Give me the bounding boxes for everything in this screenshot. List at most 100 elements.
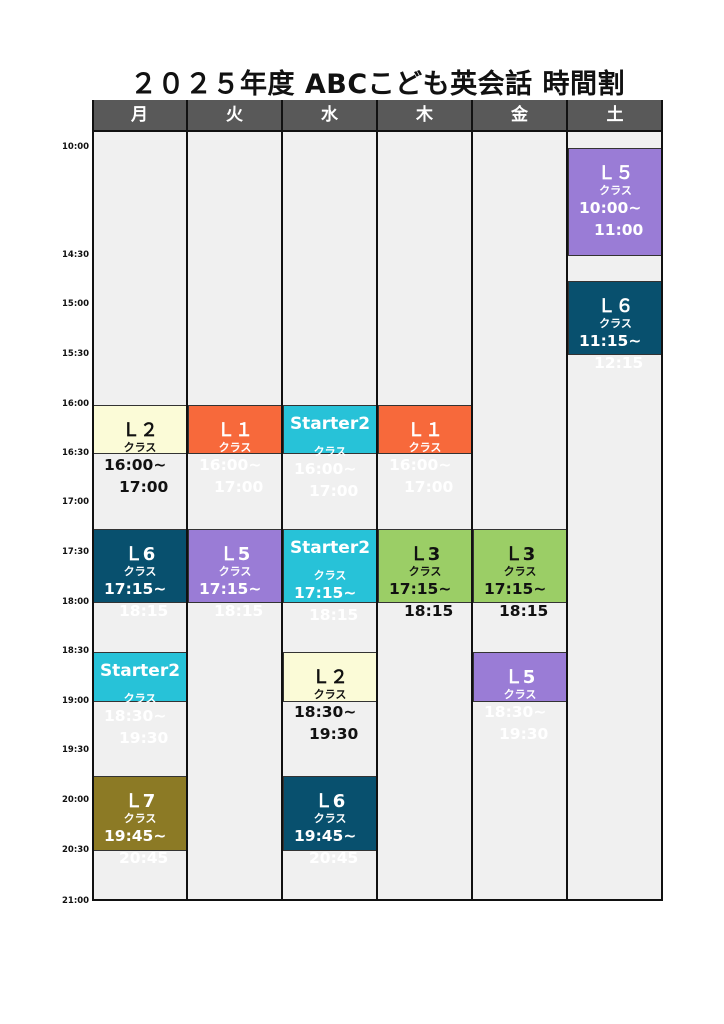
class-block: Ｌ６ クラス 11:15~ 12:15: [568, 281, 663, 372]
time-label: 21:00: [62, 896, 90, 906]
class-label: クラス: [313, 812, 347, 825]
class-start-time: 17:15~: [484, 580, 547, 598]
class-start-time: 16:00~: [389, 456, 452, 474]
class-level: Ｌ１: [407, 420, 443, 441]
timetable-grid: 月火水木金土 Ｌ２ クラス 16:00~ 17:00 Ｌ6 クラス 17:15~ 18:15 S…: [92, 100, 663, 901]
class-label: クラス: [503, 565, 537, 578]
class-label: クラス: [218, 441, 252, 454]
page-title: ２０２５年度 ABCこども英会話 時間割: [129, 69, 626, 100]
class-block: Ｌ２ クラス 16:00~ 17:00: [93, 405, 187, 496]
class-end-time: 17:00: [309, 482, 359, 500]
class-label: クラス: [503, 688, 537, 701]
class-block: Ｌ２ クラス 18:30~ 19:30: [283, 652, 377, 743]
column-divider: [661, 100, 663, 901]
column-divider: [186, 100, 188, 901]
time-label: 17:00: [62, 497, 90, 507]
class-start-time: 16:00~: [104, 456, 167, 474]
class-block: Starter2 クラス 18:30~ 19:30: [93, 652, 187, 747]
row-divider: [92, 899, 663, 901]
class-start-time: 17:15~: [389, 580, 452, 598]
class-start-time: 10:00~: [579, 199, 642, 217]
time-label: 19:00: [62, 696, 90, 706]
class-start-time: 16:00~: [199, 456, 262, 474]
time-label: 17:30: [62, 547, 90, 557]
class-end-time: 18:15: [404, 602, 454, 620]
class-label: クラス: [123, 692, 157, 705]
class-block: Ｌ3 クラス 17:15~ 18:15: [473, 529, 567, 620]
time-label: 20:30: [62, 845, 90, 855]
class-label: クラス: [313, 569, 347, 582]
class-label: クラス: [313, 445, 347, 458]
class-end-time: 12:15: [594, 354, 644, 372]
class-label: クラス: [599, 317, 632, 330]
class-level: Ｌ6: [314, 791, 346, 812]
class-end-time: 17:00: [214, 478, 264, 496]
class-end-time: 17:00: [404, 478, 454, 496]
class-label: クラス: [218, 565, 252, 578]
column-divider: [566, 100, 568, 901]
time-label: 20:00: [62, 795, 90, 805]
class-label: クラス: [123, 812, 157, 825]
class-block: Ｌ５ クラス 10:00~ 11:00: [568, 148, 663, 256]
class-level: Ｌ5: [504, 667, 536, 688]
time-label: 18:00: [62, 597, 90, 607]
class-start-time: 17:15~: [104, 580, 167, 598]
class-label: クラス: [313, 688, 347, 701]
class-level: Ｌ６: [597, 296, 634, 317]
class-level: Ｌ7: [124, 791, 156, 812]
day-header-3: 木: [416, 105, 433, 125]
class-level: Ｌ3: [409, 544, 441, 565]
class-block: Ｌ6 クラス 17:15~ 18:15: [93, 529, 187, 620]
class-end-time: 18:15: [119, 602, 169, 620]
class-label: クラス: [123, 441, 157, 454]
class-level: Ｌ２: [312, 667, 348, 688]
time-label: 15:30: [62, 349, 90, 359]
class-level: Ｌ５: [597, 163, 634, 184]
class-label: クラス: [408, 441, 442, 454]
class-start-time: 19:45~: [294, 827, 357, 845]
day-header-5: 土: [606, 105, 624, 125]
class-end-time: 20:45: [119, 849, 169, 867]
class-level: Starter2: [289, 538, 371, 558]
class-start-time: 18:30~: [294, 703, 357, 721]
class-end-time: 19:30: [499, 725, 549, 743]
day-header-0: 月: [131, 105, 148, 125]
class-level: Ｌ１: [217, 420, 253, 441]
class-label: クラス: [408, 565, 442, 578]
class-start-time: 19:45~: [104, 827, 167, 845]
class-block: Ｌ１ クラス 16:00~ 17:00: [188, 405, 282, 496]
class-block: Ｌ6 クラス 19:45~ 20:45: [283, 776, 377, 867]
time-label: 18:30: [62, 646, 90, 656]
class-block: Ｌ5 クラス 18:30~ 19:30: [473, 652, 567, 743]
class-block: Ｌ5 クラス 17:15~ 18:15: [188, 529, 282, 620]
column-divider: [92, 100, 94, 901]
day-header-1: 火: [226, 105, 243, 125]
time-label: 14:30: [62, 250, 90, 260]
column-divider: [376, 100, 378, 901]
time-label: 16:00: [62, 399, 90, 409]
class-level: Ｌ5: [219, 544, 251, 565]
class-end-time: 20:45: [309, 849, 359, 867]
day-header-4: 金: [511, 105, 528, 125]
class-start-time: 18:30~: [104, 707, 167, 725]
class-block: Starter2 クラス 16:00~ 17:00: [283, 405, 377, 500]
time-label: 15:00: [62, 299, 90, 309]
class-end-time: 18:15: [309, 606, 359, 624]
class-label: クラス: [599, 184, 632, 197]
class-start-time: 18:30~: [484, 703, 547, 721]
class-end-time: 19:30: [119, 729, 169, 747]
day-header-2: 水: [321, 105, 338, 125]
class-level: Starter2: [99, 661, 181, 681]
class-end-time: 18:15: [499, 602, 549, 620]
time-label: 10:00: [62, 142, 90, 152]
class-block: Ｌ3 クラス 17:15~ 18:15: [378, 529, 472, 620]
row-divider: [92, 130, 663, 132]
time-label: 16:30: [62, 448, 90, 458]
class-end-time: 19:30: [309, 725, 359, 743]
class-start-time: 16:00~: [294, 460, 357, 478]
column-divider: [471, 100, 473, 901]
class-level: Ｌ6: [124, 544, 156, 565]
class-level: Starter2: [289, 414, 371, 434]
class-label: クラス: [123, 565, 157, 578]
class-start-time: 17:15~: [199, 580, 262, 598]
